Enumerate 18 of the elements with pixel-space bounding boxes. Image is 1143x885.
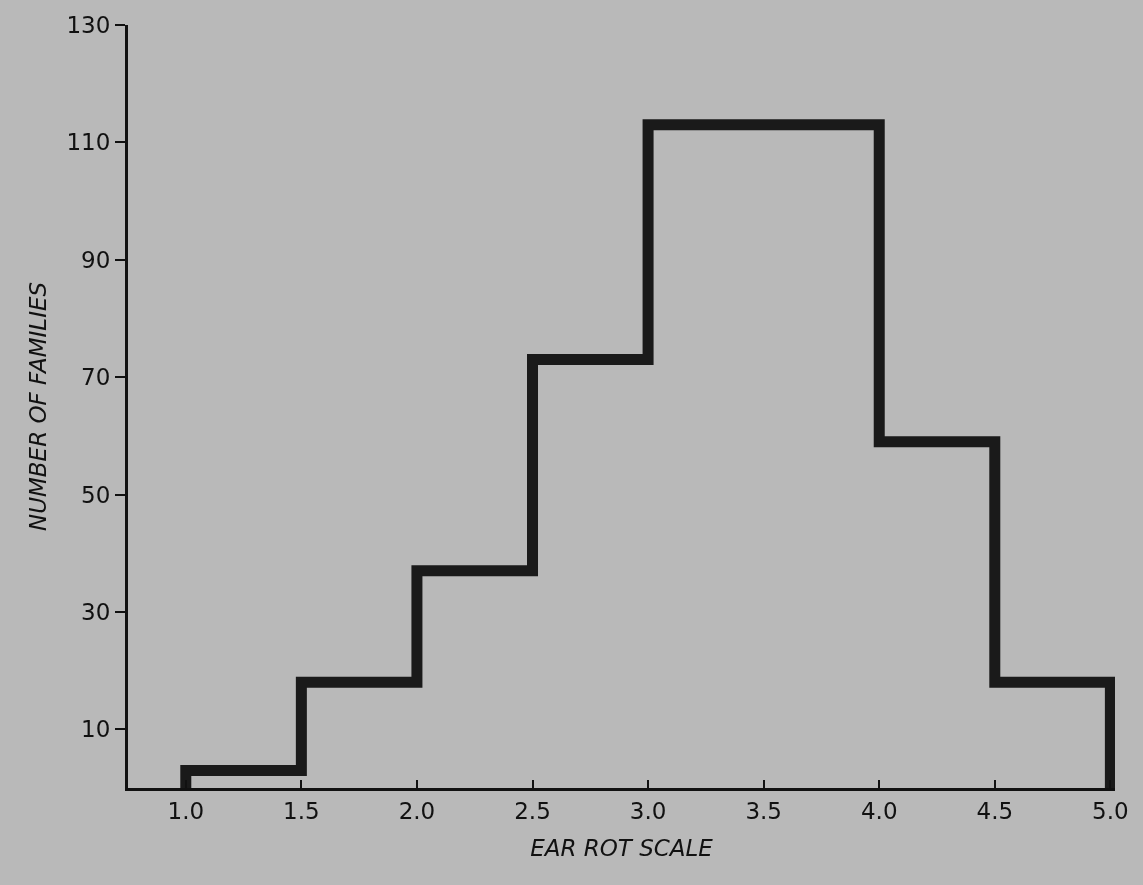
x-tick-label: 5.0 bbox=[1092, 797, 1129, 824]
y-tick-label: 70 bbox=[81, 364, 111, 391]
x-axis-title: EAR ROT SCALE bbox=[530, 835, 714, 862]
x-tick-label: 1.0 bbox=[167, 797, 205, 824]
x-tick-label: 2.0 bbox=[398, 797, 436, 824]
x-tick-label: 3.5 bbox=[745, 797, 782, 824]
x-tick-label: 1.5 bbox=[283, 797, 320, 824]
y-tick-label: 130 bbox=[66, 12, 111, 39]
y-tick-label: 110 bbox=[66, 129, 111, 156]
x-tick-label: 4.5 bbox=[976, 797, 1014, 824]
x-tick-label: 2.5 bbox=[514, 797, 551, 824]
y-tick-label: 10 bbox=[81, 716, 111, 743]
y-tick-label: 30 bbox=[81, 598, 111, 625]
y-tick-label: 50 bbox=[81, 481, 111, 508]
x-tick-label: 4.0 bbox=[860, 797, 898, 824]
x-tick-label: 3.0 bbox=[629, 797, 667, 824]
y-tick-label: 90 bbox=[81, 246, 111, 273]
y-axis-title: NUMBER OF FAMILIES bbox=[24, 281, 51, 532]
